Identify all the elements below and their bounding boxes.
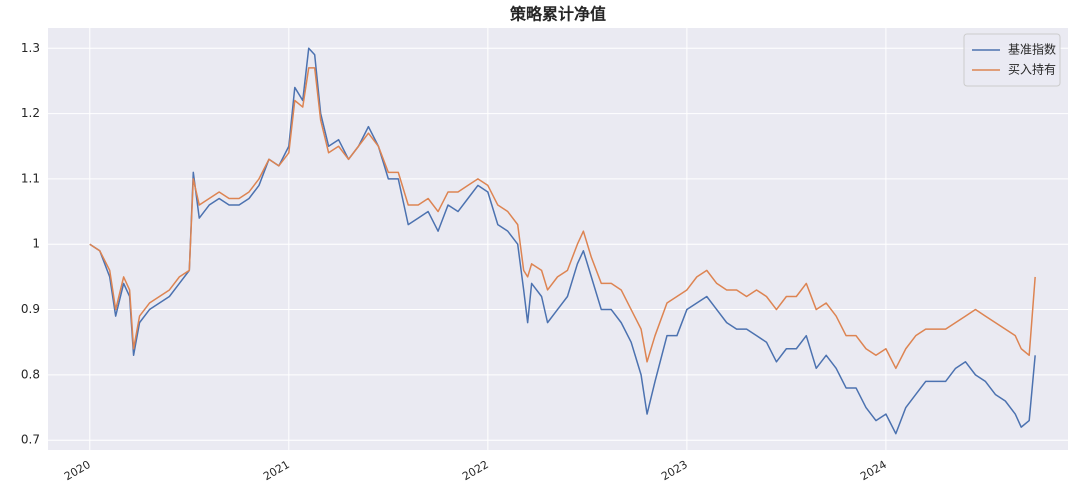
x-tick-label: 2021	[261, 458, 292, 483]
legend-box	[963, 33, 1061, 87]
y-tick-label: 0.8	[21, 367, 40, 381]
y-tick-label: 0.7	[21, 433, 40, 447]
grid	[48, 28, 1068, 450]
series-line	[89, 47, 1036, 435]
x-tick-label: 2023	[659, 458, 690, 483]
chart-title: 策略累计净值	[509, 5, 606, 24]
series-line	[89, 67, 1036, 370]
lines	[89, 47, 1036, 435]
plot-background	[48, 28, 1068, 450]
legend-label: 买入持有	[1008, 62, 1056, 77]
y-tick-label: 0.9	[21, 302, 40, 316]
y-tick-label: 1.1	[21, 171, 40, 185]
y-tick-label: 1	[32, 237, 40, 251]
x-tick-label: 2022	[460, 458, 491, 483]
x-tick-label: 2024	[858, 458, 889, 483]
y-tick-label: 1.3	[21, 41, 40, 55]
x-tick-label: 2020	[62, 458, 93, 483]
legend-label: 基准指数	[1008, 42, 1056, 57]
y-tick-label: 1.2	[21, 106, 40, 120]
